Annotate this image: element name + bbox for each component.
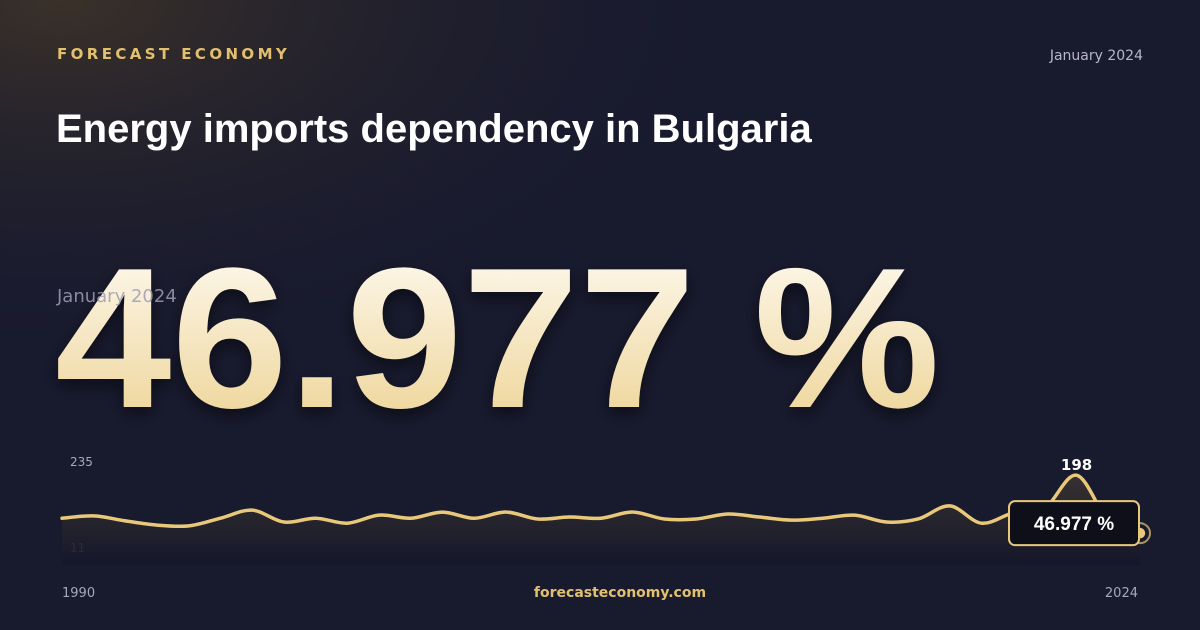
headline-value: 46.977 % [55, 227, 940, 450]
date: January 2024 [1049, 48, 1143, 64]
peak-label: 198 [1061, 456, 1092, 474]
sparkline: 112351990202419846.977 % [60, 455, 1151, 601]
value-badge [1008, 500, 1140, 547]
x-tick-label: 2024 [1105, 586, 1138, 601]
headline-date: January 2024 [56, 286, 177, 307]
x-tick-label: 1990 [62, 586, 95, 601]
value-badge-label: 46.977 % [1034, 514, 1114, 535]
y-tick-label: 235 [70, 455, 93, 469]
line [60, 473, 1142, 535]
brand: FORECAST ECONOMY [57, 45, 290, 63]
chart-title: Energy imports dependency in Bulgaria [56, 107, 812, 151]
area [62, 475, 1140, 565]
footer: forecasteconomy.com [534, 585, 706, 601]
